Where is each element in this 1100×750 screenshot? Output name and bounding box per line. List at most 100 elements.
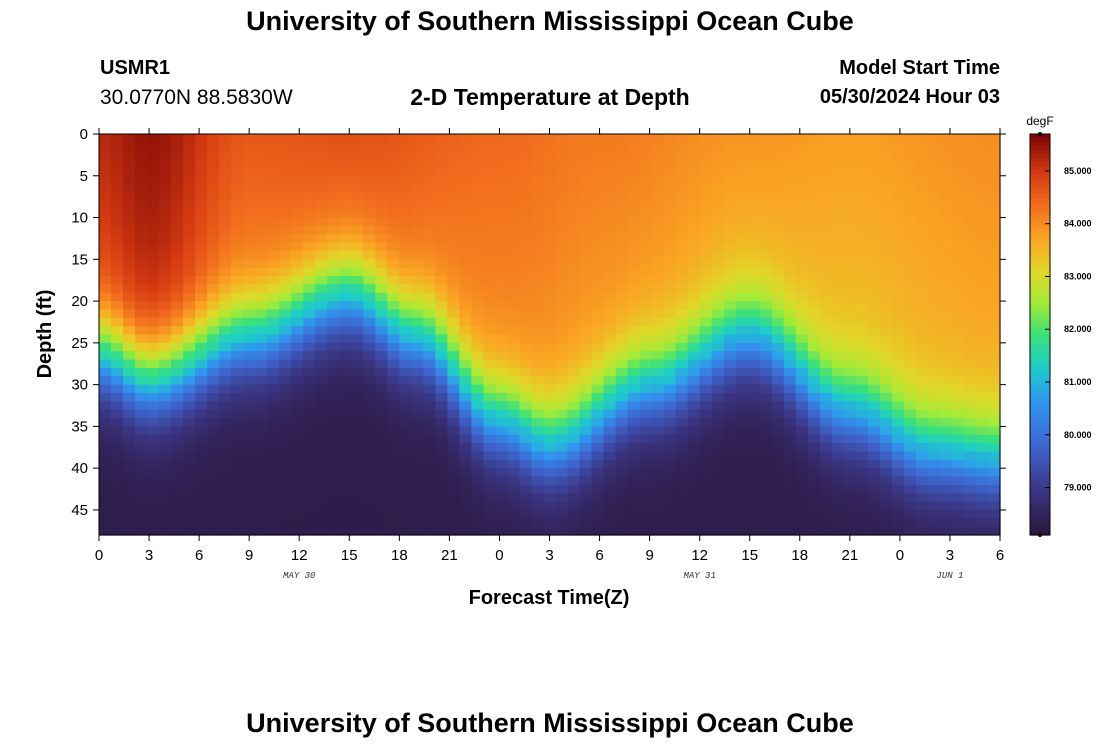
heatmap-cell: [231, 225, 244, 235]
heatmap-cell: [399, 451, 412, 461]
heatmap-cell: [699, 184, 713, 194]
heatmap-cell: [579, 459, 593, 469]
heatmap-cell: [591, 509, 605, 519]
heatmap-cell: [483, 509, 497, 519]
heatmap-cell: [327, 392, 340, 402]
heatmap-cell: [639, 451, 653, 461]
heatmap-cell: [567, 317, 581, 327]
heatmap-cell: [339, 309, 352, 319]
heatmap-cell: [783, 250, 797, 260]
heatmap-cell: [519, 501, 533, 511]
heatmap-cell: [555, 468, 569, 478]
heatmap-cell: [483, 459, 497, 469]
heatmap-cell: [183, 301, 196, 311]
heatmap-cell: [963, 418, 977, 427]
heatmap-cell: [855, 209, 869, 219]
heatmap-cell: [771, 192, 785, 202]
heatmap-cell: [879, 392, 893, 402]
heatmap-cell: [459, 367, 473, 377]
heatmap-cell: [903, 518, 917, 528]
heatmap-cell: [171, 501, 184, 511]
heatmap-cell: [519, 518, 533, 528]
heatmap-cell: [135, 292, 148, 302]
heatmap-cell: [375, 159, 388, 169]
heatmap-cell: [675, 150, 689, 160]
heatmap-cell: [399, 276, 412, 285]
heatmap-cell: [351, 250, 364, 260]
heatmap-cell: [219, 418, 232, 427]
heatmap-cell: [471, 217, 485, 227]
heatmap-cell: [99, 476, 112, 486]
heatmap-cell: [255, 367, 268, 377]
heatmap-cell: [531, 418, 545, 427]
heatmap-cell: [135, 301, 148, 311]
heatmap-cell: [891, 376, 905, 386]
heatmap-cell: [819, 259, 833, 269]
heatmap-cell: [471, 276, 485, 285]
heatmap-cell: [495, 200, 509, 210]
heatmap-cell: [531, 367, 545, 377]
heatmap-cell: [255, 476, 268, 486]
heatmap-cell: [927, 434, 941, 444]
heatmap-cell: [711, 150, 725, 160]
heatmap-cell: [459, 259, 473, 269]
heatmap-cell: [339, 142, 352, 152]
heatmap-cell: [507, 259, 521, 269]
heatmap-cell: [831, 267, 845, 277]
heatmap-cell: [747, 484, 761, 494]
heatmap-cell: [123, 434, 136, 444]
heatmap-cell: [159, 250, 172, 260]
heatmap-cell: [243, 326, 256, 336]
heatmap-cell: [867, 334, 881, 344]
heatmap-cell: [339, 301, 352, 311]
heatmap-cell: [195, 134, 208, 143]
colorbar-swatch: [1030, 470, 1050, 476]
heatmap-cell: [135, 326, 148, 336]
heatmap-cell: [315, 384, 328, 394]
heatmap-cell: [507, 234, 521, 244]
heatmap-cell: [363, 409, 376, 419]
heatmap-cell: [555, 401, 569, 411]
heatmap-cell: [975, 443, 989, 453]
heatmap-cell: [975, 217, 989, 227]
heatmap-cell: [231, 443, 244, 453]
heatmap-cell: [123, 317, 136, 327]
heatmap-cell: [951, 326, 965, 336]
heatmap-cell: [171, 134, 184, 143]
heatmap-cell: [363, 351, 376, 361]
heatmap-cell: [903, 426, 917, 436]
heatmap-cell: [159, 326, 172, 336]
heatmap-cell: [387, 334, 400, 344]
heatmap-cell: [267, 301, 280, 311]
heatmap-cell: [363, 225, 376, 235]
heatmap-cell: [819, 426, 833, 436]
heatmap-cell: [819, 484, 833, 494]
heatmap-cell: [399, 359, 412, 369]
heatmap-cell: [831, 292, 845, 302]
heatmap-cell: [759, 426, 773, 436]
heatmap-cell: [831, 392, 845, 402]
heatmap-cell: [339, 342, 352, 352]
heatmap-cell: [411, 309, 424, 319]
heatmap-cell: [219, 451, 232, 461]
heatmap-cell: [819, 317, 833, 327]
heatmap-cell: [291, 459, 304, 469]
heatmap-cell: [111, 217, 124, 227]
heatmap-cell: [159, 401, 172, 411]
heatmap-cell: [291, 426, 304, 436]
heatmap-cell: [507, 409, 521, 419]
heatmap-cell: [399, 217, 412, 227]
heatmap-cell: [531, 468, 545, 478]
heatmap-cell: [579, 150, 593, 160]
heatmap-cell: [291, 468, 304, 478]
colorbar-swatch: [1030, 522, 1050, 528]
heatmap-cell: [159, 426, 172, 436]
heatmap-cell: [855, 292, 869, 302]
heatmap-cell: [879, 384, 893, 394]
heatmap-cell: [939, 392, 953, 402]
heatmap-cell: [807, 334, 821, 344]
heatmap-cell: [375, 451, 388, 461]
heatmap-cell: [471, 342, 485, 352]
heatmap-cell: [507, 501, 521, 511]
heatmap-cell: [303, 217, 316, 227]
